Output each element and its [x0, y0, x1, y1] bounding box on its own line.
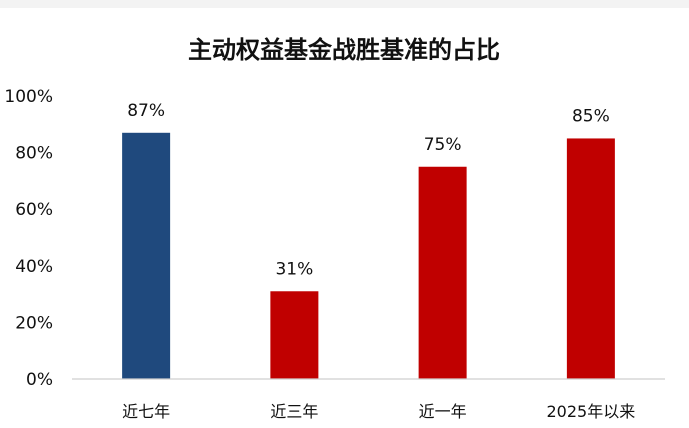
- bar: [566, 138, 615, 379]
- data-label: 87%: [127, 101, 165, 121]
- y-tick-label: 60%: [15, 200, 53, 220]
- y-tick-label: 40%: [15, 257, 53, 277]
- x-tick-label: 近三年: [270, 402, 318, 421]
- bar: [270, 291, 319, 379]
- bar: [418, 166, 467, 379]
- bar: [122, 132, 171, 379]
- y-tick-label: 80%: [15, 144, 53, 164]
- y-axis-labels: 0% 20% 40% 60% 80% 100%: [4, 87, 53, 390]
- data-label: 85%: [572, 106, 610, 126]
- x-tick-label: 近一年: [419, 402, 467, 421]
- top-cropped-strip: [0, 0, 689, 8]
- y-tick-label: 0%: [26, 370, 53, 390]
- y-tick-label: 100%: [4, 87, 53, 107]
- y-tick-label: 20%: [15, 313, 53, 333]
- bars: [122, 132, 615, 379]
- x-tick-label: 近七年: [122, 402, 170, 421]
- data-label: 75%: [424, 135, 462, 155]
- data-label: 31%: [275, 259, 313, 279]
- x-tick-label: 2025年以来: [547, 402, 636, 421]
- data-labels: 87% 31% 75% 85%: [127, 101, 610, 279]
- x-axis-labels: 近七年 近三年 近一年 2025年以来: [122, 402, 635, 421]
- chart-title: 主动权益基金战胜基准的占比: [188, 36, 500, 64]
